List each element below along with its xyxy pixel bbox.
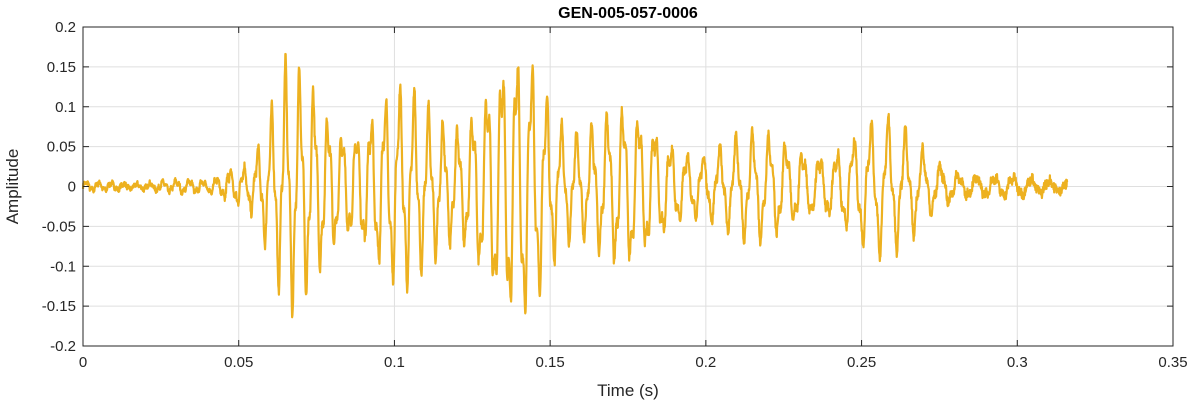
y-tick-label: 0.2 <box>55 19 76 36</box>
x-axis-label: Time (s) <box>597 381 659 400</box>
y-tick-label: -0.05 <box>42 218 76 235</box>
y-axis-label: Amplitude <box>3 149 22 225</box>
y-tick-label: 0.15 <box>47 59 76 76</box>
x-tick-label: 0.3 <box>1007 354 1028 371</box>
x-tick-label: 0.15 <box>536 354 565 371</box>
y-tick-label: -0.1 <box>50 258 76 275</box>
series-layer <box>81 52 1069 319</box>
y-tick-label: 0.1 <box>55 99 76 116</box>
x-tick-label: 0.05 <box>224 354 253 371</box>
tick-marks <box>82 26 1174 347</box>
x-tick-label: 0.25 <box>847 354 876 371</box>
y-tick-label: 0.05 <box>47 139 76 156</box>
x-tick-label: 0.1 <box>384 354 405 371</box>
y-tick-label: -0.2 <box>50 338 76 355</box>
y-tick-labels: -0.2 -0.15 -0.1 -0.05 0 0.05 0.1 0.15 0.2 <box>42 19 76 355</box>
waveform-series-line <box>81 52 1069 319</box>
x-tick-label: 0 <box>79 354 87 371</box>
y-tick-label: 0 <box>68 179 76 196</box>
y-tick-label: -0.15 <box>42 298 76 315</box>
x-tick-label: 0.35 <box>1158 354 1187 371</box>
x-tick-label: 0.2 <box>695 354 716 371</box>
x-tick-labels: 0 0.05 0.1 0.15 0.2 0.25 0.3 0.35 <box>79 354 1188 371</box>
chart-title: GEN-005-057-0006 <box>558 5 698 22</box>
